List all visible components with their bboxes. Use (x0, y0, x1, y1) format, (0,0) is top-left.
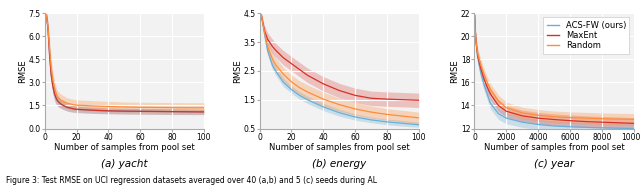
X-axis label: Number of samples from pool set: Number of samples from pool set (269, 143, 410, 152)
X-axis label: Number of samples from pool set: Number of samples from pool set (484, 143, 625, 152)
Legend: ACS-FW (ours), MaxEnt, Random: ACS-FW (ours), MaxEnt, Random (543, 17, 629, 53)
Y-axis label: RMSE: RMSE (18, 59, 27, 83)
Y-axis label: RMSE: RMSE (233, 59, 242, 83)
Text: (a) yacht: (a) yacht (101, 160, 148, 169)
Text: (c) year: (c) year (534, 160, 574, 169)
Text: (b) energy: (b) energy (312, 160, 366, 169)
Text: Figure 3: Test RMSE on UCI regression datasets averaged over 40 (a,b) and 5 (c) : Figure 3: Test RMSE on UCI regression da… (6, 176, 378, 185)
Y-axis label: RMSE: RMSE (451, 59, 460, 83)
X-axis label: Number of samples from pool set: Number of samples from pool set (54, 143, 195, 152)
